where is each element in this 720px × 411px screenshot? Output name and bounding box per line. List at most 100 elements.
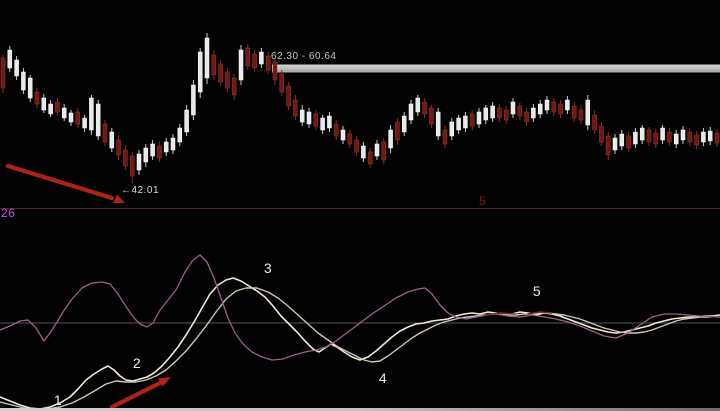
candle-body bbox=[673, 133, 679, 145]
candle-body bbox=[619, 133, 625, 147]
red-segment-2 bbox=[527, 311, 553, 315]
candle-body bbox=[27, 77, 33, 99]
candle-body bbox=[442, 129, 448, 145]
candle-body bbox=[265, 55, 271, 71]
candle-body bbox=[55, 101, 60, 113]
candle-body bbox=[653, 132, 659, 145]
candle-body bbox=[490, 105, 495, 119]
candle-body bbox=[714, 132, 720, 144]
candle-body bbox=[544, 99, 550, 111]
candle-body bbox=[626, 135, 631, 149]
candle-body bbox=[116, 139, 121, 156]
candle-body bbox=[306, 111, 312, 125]
candle-body bbox=[435, 111, 441, 137]
candle-body bbox=[299, 109, 305, 123]
candle-body bbox=[537, 103, 543, 115]
candle-body bbox=[667, 131, 672, 143]
candle-body bbox=[95, 103, 101, 137]
candle-body bbox=[388, 129, 393, 149]
red-segment-1 bbox=[484, 312, 516, 316]
candle-body bbox=[510, 101, 516, 115]
candle-body bbox=[612, 137, 618, 151]
candle-body bbox=[143, 147, 149, 163]
candle-body bbox=[599, 125, 604, 143]
candle-body bbox=[340, 129, 346, 141]
red-arrow-2-shaft bbox=[109, 379, 165, 410]
candle-body bbox=[82, 117, 87, 129]
red-arrow-2-head bbox=[158, 377, 171, 387]
candle-body bbox=[191, 84, 196, 116]
candle-body bbox=[0, 57, 6, 89]
candle-body bbox=[401, 115, 407, 133]
candle-body bbox=[463, 115, 468, 129]
candle-body bbox=[374, 143, 380, 157]
candle-body bbox=[367, 151, 373, 165]
candle-body bbox=[21, 71, 26, 91]
candle-body bbox=[34, 91, 40, 105]
candle-body bbox=[259, 51, 264, 65]
candle-body bbox=[225, 71, 230, 89]
candle-body bbox=[497, 107, 502, 119]
candle-body bbox=[592, 114, 597, 131]
volatile-line bbox=[0, 254, 720, 361]
candle-body bbox=[320, 117, 325, 131]
candle-body bbox=[89, 97, 94, 131]
candle-body bbox=[531, 107, 536, 119]
candle-body bbox=[129, 155, 135, 177]
candle-body bbox=[456, 117, 461, 131]
candle-body bbox=[170, 137, 176, 151]
candle-body bbox=[211, 54, 217, 76]
candle-body bbox=[381, 141, 387, 161]
candle-body bbox=[204, 37, 210, 79]
candle-body bbox=[694, 134, 699, 146]
candle-body bbox=[347, 133, 353, 145]
candle-body bbox=[476, 111, 482, 125]
candle-body bbox=[150, 143, 155, 157]
candle-body bbox=[429, 107, 434, 125]
candle-body bbox=[61, 107, 67, 119]
candle-body bbox=[483, 107, 489, 121]
candle-body bbox=[293, 99, 298, 117]
bottom-strip bbox=[0, 408, 720, 411]
candle-body bbox=[252, 53, 257, 69]
candle-body bbox=[605, 135, 611, 156]
candle-body bbox=[333, 123, 339, 137]
candle-body bbox=[313, 113, 319, 127]
candle-body bbox=[109, 131, 115, 149]
candle-body bbox=[48, 103, 53, 115]
candle-body bbox=[408, 103, 414, 121]
candle-body bbox=[707, 130, 713, 142]
candle-body bbox=[469, 113, 475, 127]
red-arrow-1-head bbox=[113, 194, 125, 203]
candle-body bbox=[231, 77, 237, 96]
candle-body bbox=[633, 131, 638, 145]
candle-body bbox=[102, 123, 108, 143]
candle-body bbox=[286, 85, 291, 107]
candle-body bbox=[238, 49, 244, 81]
candle-body bbox=[687, 131, 693, 143]
candle-body bbox=[422, 101, 427, 115]
candle-body bbox=[163, 141, 169, 153]
candle-body bbox=[524, 111, 529, 123]
candle-body bbox=[272, 61, 278, 81]
candle-body bbox=[361, 145, 366, 159]
candle-body bbox=[184, 109, 189, 133]
candle-body bbox=[449, 121, 455, 137]
fast-line bbox=[0, 277, 720, 410]
red-arrow-1-shaft bbox=[5, 163, 115, 201]
candle-body bbox=[136, 153, 142, 171]
candle-body bbox=[660, 127, 665, 141]
candle-body bbox=[415, 97, 421, 113]
resistance-bar bbox=[272, 64, 720, 73]
candle-body bbox=[327, 115, 332, 129]
candle-body bbox=[245, 47, 251, 67]
candle-body bbox=[565, 99, 570, 111]
candle-body bbox=[680, 129, 686, 141]
candle-body bbox=[571, 105, 577, 119]
candle-body bbox=[578, 109, 584, 121]
candle-body bbox=[41, 97, 47, 111]
candle-body bbox=[395, 121, 400, 141]
candle-body bbox=[14, 59, 19, 77]
candle-body bbox=[7, 49, 13, 69]
